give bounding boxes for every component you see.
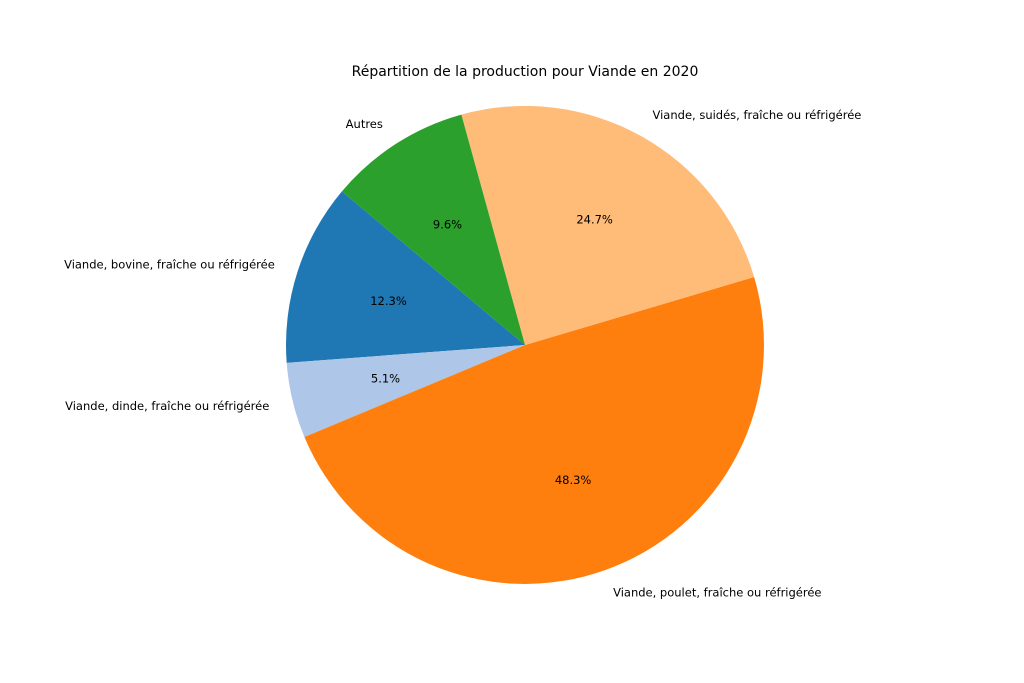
- chart-title: Répartition de la production pour Viande…: [352, 64, 699, 80]
- pie-slice-label: Viande, bovine, fraîche ou réfrigérée: [64, 257, 275, 271]
- pie-slice-viande-dinde-fraiche-ou-refrigeree: [286, 345, 525, 437]
- pie-slice-viande-bovine-fraiche-ou-refrigeree: [286, 191, 525, 363]
- pie-slice-autres: [341, 114, 525, 345]
- pie-percent-label: 48.3%: [555, 473, 592, 487]
- pie-slice-viande-suides-fraiche-ou-refrigeree: [461, 106, 755, 346]
- pie-percent-label: 12.3%: [370, 294, 407, 308]
- pie-percent-label: 24.7%: [576, 213, 613, 227]
- pie-percent-labels: 12.3% 5.1% 48.3% 24.7% 9.6%: [370, 213, 613, 488]
- pie-slices: [286, 106, 764, 584]
- pie-slice-label: Autres: [346, 117, 383, 131]
- pie-slice-label: Viande, dinde, fraîche ou réfrigérée: [65, 399, 269, 413]
- pie-slice-label: Viande, suidés, fraîche ou réfrigérée: [653, 108, 862, 122]
- pie-percent-label: 9.6%: [433, 217, 462, 231]
- pie-slice-viande-poulet-fraiche-ou-refrigeree: [304, 277, 764, 584]
- pie-slice-label: Viande, poulet, fraîche ou réfrigérée: [613, 586, 821, 600]
- pie-percent-label: 5.1%: [371, 371, 400, 385]
- pie-outer-labels: Viande, bovine, fraîche ou réfrigérée Via…: [64, 108, 861, 600]
